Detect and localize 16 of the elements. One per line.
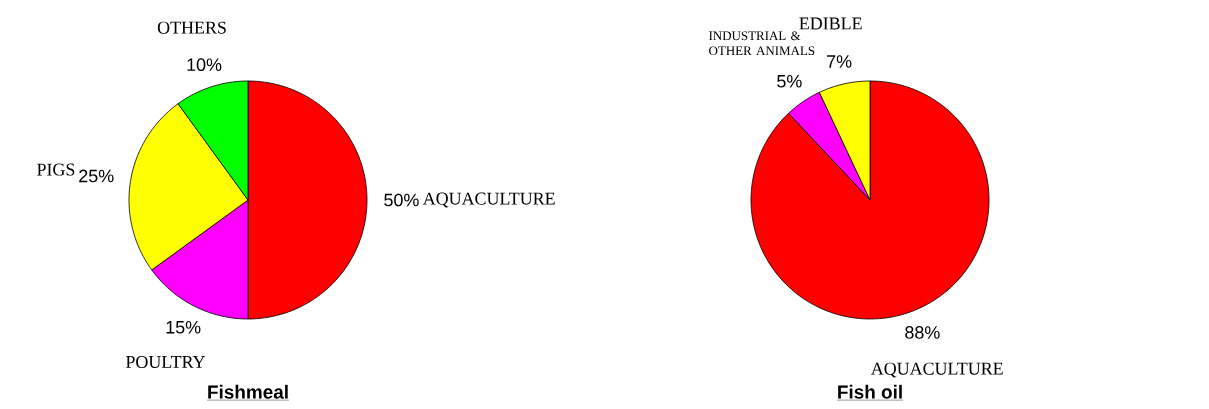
data-label: 10% [187,58,222,72]
slice-label: PIGS [37,163,75,176]
data-label: 25% [79,169,114,183]
data-label: 50% [384,193,419,207]
text: Fishmeal [208,384,288,399]
data-label: 5% [777,74,802,88]
data-label: 88% [905,326,940,339]
slice-label: POULTRY [125,355,206,368]
data-label: 15% [166,320,201,334]
slice-label: OTHERS [157,21,226,34]
slice-label: INDUSTRIAL & OTHER ANIMALS [709,31,815,56]
data-label: 7% [827,55,852,68]
slice-label: EDIBLE [799,17,862,30]
slice-label: AQUACULTURE [422,192,555,208]
slice-label: AQUACULTURE [870,362,1003,378]
text: Fish oil [838,384,902,399]
